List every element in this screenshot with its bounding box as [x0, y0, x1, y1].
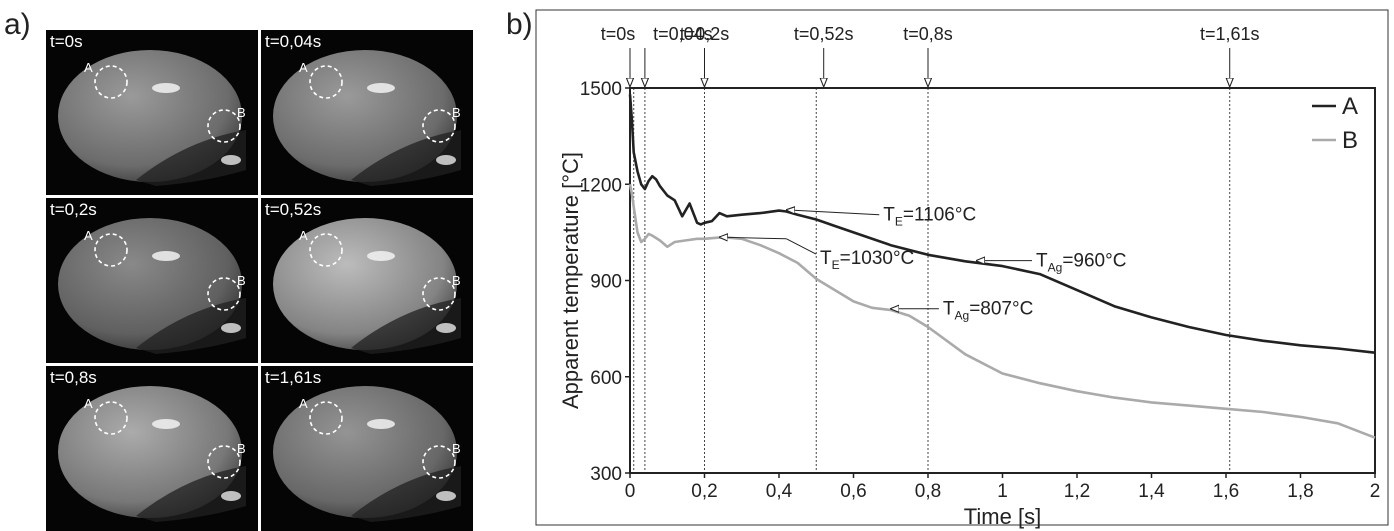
annotation-leader [786, 238, 817, 255]
frame-time-label: t=0s [50, 32, 83, 51]
droplet-image [273, 50, 461, 186]
droplet-image [58, 218, 246, 354]
time-marker-label: t=0,2s [680, 24, 730, 44]
region-a-marker: A [299, 60, 308, 75]
thermal-frame: t=1,61s A B [261, 366, 473, 531]
annotation-arrow [720, 237, 787, 239]
region-a-marker: A [84, 228, 93, 243]
y-tick-label: 600 [590, 368, 622, 389]
annotation-label: TE=1106°C [883, 205, 976, 229]
x-tick-label: 0,6 [840, 481, 866, 502]
region-b-marker: B [237, 441, 246, 456]
region-a-marker: A [299, 228, 308, 243]
x-tick-label: 0,8 [915, 481, 941, 502]
x-tick-label: 0,2 [691, 481, 717, 502]
y-tick-label: 1500 [580, 79, 622, 100]
x-tick-label: 0 [625, 481, 636, 502]
x-tick-label: 0,4 [766, 481, 793, 502]
region-b-marker: B [237, 273, 246, 288]
y-tick-label: 900 [590, 272, 622, 293]
annotation-label: TAg=807°C [943, 299, 1033, 323]
y-tick-label: 1200 [580, 175, 622, 196]
series-line-b [628, 184, 1376, 439]
time-marker-label: t=1,61s [1200, 24, 1260, 44]
panel-a-label: a) [4, 8, 31, 41]
thermal-frame: t=0,04s A B [261, 30, 473, 195]
droplet-image [58, 50, 246, 186]
panel-frame [535, 9, 1389, 526]
frame-time-label: t=1,61s [265, 368, 322, 387]
region-b-marker: B [452, 105, 461, 120]
frame-time-label: t=0,2s [50, 200, 97, 219]
series-line-a [628, 94, 1376, 354]
y-axis-label: Apparent temperature [°C] [558, 152, 583, 409]
droplet-image [58, 386, 246, 522]
x-tick-label: 2 [1370, 481, 1381, 502]
region-a-marker: A [84, 60, 93, 75]
thermal-frame: t=0,2s A B [46, 198, 258, 363]
x-tick-label: 1,6 [1213, 481, 1239, 502]
region-a-marker: A [84, 396, 93, 411]
time-marker-label: t=0,04s [653, 24, 713, 44]
x-axis-label: Time [s] [964, 504, 1041, 529]
droplet-image [273, 218, 461, 354]
droplet-image [273, 386, 461, 522]
plot-area [629, 87, 1376, 474]
thermal-frame: t=0,52s A B [261, 198, 473, 363]
region-a-marker: A [299, 396, 308, 411]
region-b-marker: B [452, 441, 461, 456]
x-tick-label: 1,8 [1287, 481, 1313, 502]
x-tick-label: 1 [997, 481, 1008, 502]
frame-time-label: t=0,52s [265, 200, 322, 219]
frame-time-label: t=0,04s [265, 32, 322, 51]
time-marker-label: t=0s [601, 24, 636, 44]
frame-time-label: t=0,8s [50, 368, 97, 387]
annotation-label: TE=1030°C [820, 248, 914, 272]
time-marker-label: t=0,52s [794, 24, 854, 44]
x-tick-label: 1,4 [1138, 481, 1165, 502]
panel-b-label: b) [506, 8, 533, 41]
region-b-marker: B [452, 273, 461, 288]
y-tick-label: 300 [590, 464, 622, 485]
temperature-chart: 300 600 900 1200 1500 0 0,2 0,4 0,6 0,8 1 1,2 1,4 1,6… [535, 9, 1389, 529]
time-marker-label: t=0,8s [903, 24, 953, 44]
annotation-label: TAg=960°C [1036, 251, 1126, 275]
x-tick-label: 1,2 [1064, 481, 1090, 502]
annotation-arrow [787, 210, 880, 216]
thermal-frame: t=0,8s A B [46, 366, 258, 531]
region-b-marker: B [237, 105, 246, 120]
legend-label: A [1342, 93, 1358, 120]
legend-label: B [1342, 127, 1358, 154]
thermal-frame: t=0s A B [46, 30, 258, 195]
